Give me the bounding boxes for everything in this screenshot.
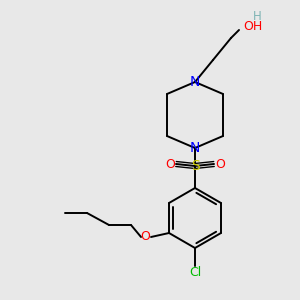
Text: N: N <box>190 75 200 89</box>
Text: S: S <box>190 159 200 173</box>
Text: O: O <box>215 158 225 170</box>
Text: O: O <box>140 230 150 244</box>
Text: H: H <box>253 10 261 22</box>
Text: Cl: Cl <box>189 266 201 280</box>
Text: O: O <box>165 158 175 170</box>
Text: OH: OH <box>243 20 262 34</box>
Text: N: N <box>190 141 200 155</box>
